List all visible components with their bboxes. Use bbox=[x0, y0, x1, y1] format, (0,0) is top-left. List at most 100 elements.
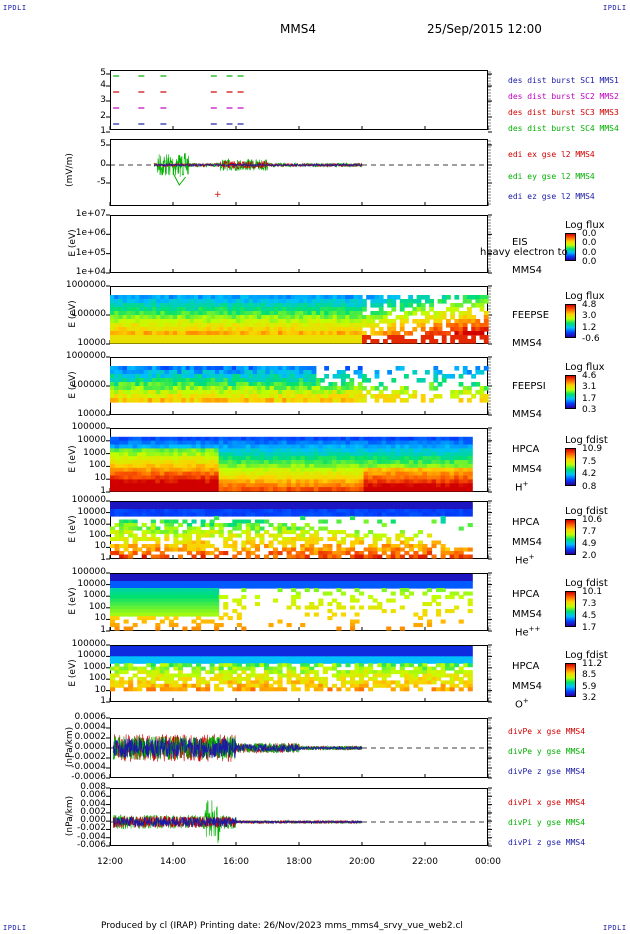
hpca-h-cell bbox=[128, 456, 134, 461]
hpca-o-cell bbox=[164, 687, 170, 692]
hpca-hepp-cell bbox=[273, 577, 279, 582]
hpca-he-cell bbox=[282, 509, 288, 514]
hpca-he-cell bbox=[363, 547, 369, 552]
hpca-h-cell bbox=[336, 436, 342, 442]
feepse-cell bbox=[215, 295, 220, 300]
hpca-h-cell bbox=[114, 471, 120, 477]
hpca-he-cell bbox=[119, 533, 125, 538]
hpca-h-cell bbox=[313, 467, 319, 473]
hpca-h-cell bbox=[141, 456, 147, 461]
hpca-he-cell bbox=[322, 526, 328, 531]
feepse-cell bbox=[122, 307, 128, 312]
hpca-he-cell bbox=[137, 509, 143, 514]
hpca-h-cell bbox=[286, 460, 292, 465]
feepsi-cell bbox=[307, 394, 313, 399]
feepse-cell bbox=[378, 303, 384, 308]
hpca-o-cell bbox=[155, 659, 161, 664]
hpca-h-cell bbox=[254, 444, 260, 449]
feepsi-cell bbox=[269, 394, 275, 399]
feepse-cell bbox=[168, 335, 174, 340]
feepse-cell bbox=[328, 327, 334, 332]
hpca-o-cell bbox=[168, 687, 174, 692]
hpca-o-cell bbox=[132, 652, 138, 657]
feepse-cell bbox=[324, 303, 329, 308]
feepsi-cell bbox=[202, 386, 208, 391]
hpca-o-cell bbox=[128, 687, 134, 692]
hpca-hepp-cell bbox=[137, 577, 143, 582]
feepse-cell bbox=[248, 303, 254, 308]
hpca-hepp-cell bbox=[399, 591, 405, 596]
hpca-o-cell bbox=[250, 683, 256, 688]
hpca-hepp-cell bbox=[177, 605, 183, 610]
hpca-he-cell bbox=[399, 540, 405, 545]
feepsi-cell bbox=[294, 386, 300, 391]
hpca-hepp-cell bbox=[173, 584, 179, 589]
hpca-h-cell bbox=[313, 448, 319, 453]
hpca-hepp-cell bbox=[467, 581, 473, 586]
hpca-h-cell bbox=[209, 471, 215, 477]
feepse-cell bbox=[236, 295, 241, 300]
hpca-h-cell bbox=[359, 475, 365, 480]
hpca-h-cell bbox=[250, 471, 256, 477]
hpca-o-cell bbox=[159, 666, 165, 671]
hpca-h-cell bbox=[205, 463, 211, 469]
feepse-cell bbox=[210, 323, 216, 328]
hpca-o-cell bbox=[150, 649, 156, 654]
hpca-hepp-cell bbox=[372, 574, 378, 579]
hpca-o-cell bbox=[218, 663, 224, 668]
hpca-he-cell bbox=[277, 523, 283, 528]
feepsi-cell bbox=[303, 382, 308, 387]
hpca-h-cell bbox=[223, 460, 229, 465]
hpca-h-cell bbox=[377, 440, 383, 446]
feepse-cell bbox=[479, 327, 485, 332]
hpca-hepp-cell bbox=[191, 591, 197, 596]
hpca-o-cell bbox=[150, 676, 156, 681]
hpca-he-cell bbox=[164, 530, 170, 535]
hpca-hepp-cell bbox=[381, 609, 387, 614]
hpca-h-cell bbox=[191, 487, 197, 492]
feepse-cell bbox=[462, 331, 468, 336]
hpca-h-cell bbox=[177, 452, 183, 457]
hpca-h-cell bbox=[377, 487, 383, 492]
feepsi-cell bbox=[152, 386, 157, 391]
hpca-he-cell bbox=[159, 530, 165, 535]
feepsi-cell bbox=[349, 378, 355, 383]
hpca-hepp-cell bbox=[110, 577, 116, 582]
feepsi-cell bbox=[282, 394, 287, 399]
hpca-he-cell bbox=[155, 530, 161, 535]
feepse-cell bbox=[152, 303, 157, 308]
hpca-h-cell bbox=[350, 460, 356, 465]
hpca-he-cell bbox=[372, 540, 378, 545]
hpca-he-cell bbox=[223, 537, 229, 542]
hpca-h-cell bbox=[318, 479, 324, 484]
hpca-h-cell bbox=[467, 487, 473, 492]
feepsi-cell bbox=[257, 382, 262, 387]
feepse-cell bbox=[441, 295, 447, 300]
hpca-h-cell bbox=[368, 436, 374, 442]
hpca-he-cell bbox=[273, 537, 279, 542]
feepsi-cell bbox=[227, 398, 233, 403]
hpca-h-cell bbox=[168, 436, 174, 442]
feepse-cell bbox=[248, 331, 254, 336]
hpca-he-cell bbox=[119, 512, 125, 517]
hpca-o-cell bbox=[173, 663, 179, 668]
feepse-cell bbox=[320, 327, 325, 332]
hpca-hepp-cell bbox=[223, 612, 229, 617]
hpca-o-cell bbox=[168, 680, 174, 685]
hpca-h-cell bbox=[141, 471, 147, 477]
feepse-cell bbox=[261, 323, 266, 328]
hpca-h-cell bbox=[214, 448, 220, 453]
feepsi-cell bbox=[240, 390, 245, 395]
hpca-h-cell bbox=[223, 444, 229, 449]
feepsi-cell bbox=[328, 390, 334, 395]
hpca-h-cell bbox=[227, 460, 233, 465]
hpca-hepp-cell bbox=[309, 577, 315, 582]
hpca-h-cell bbox=[445, 483, 451, 488]
feepse-cell bbox=[404, 339, 409, 344]
hpca-h-cell bbox=[295, 479, 301, 484]
hpca-h-cell bbox=[173, 483, 179, 488]
hpca-he-cell bbox=[155, 547, 161, 552]
hpca-he-cell bbox=[214, 509, 220, 514]
hpca-h-cell bbox=[223, 479, 229, 484]
hpca-h-cell bbox=[399, 463, 405, 469]
